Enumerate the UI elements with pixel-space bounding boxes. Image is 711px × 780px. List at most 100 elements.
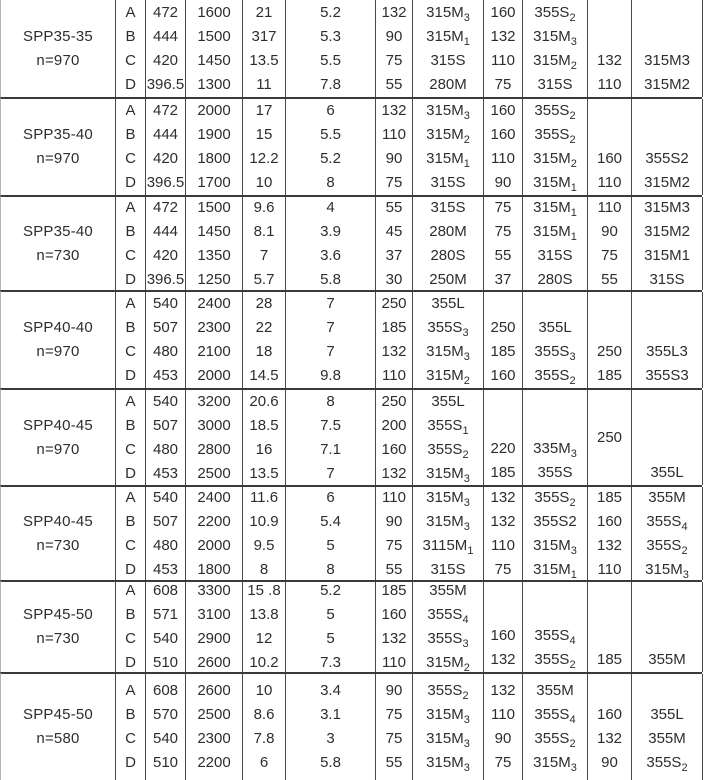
- spec-value: 8: [259, 560, 269, 578]
- motor-column-cell: 315M3 315M1 315S 280M: [413, 0, 484, 97]
- motor-designation: 280S: [537, 270, 573, 288]
- motor-designation: 315S: [430, 198, 466, 216]
- motor-designation: 280M: [429, 222, 467, 240]
- motor-designation: 355S2: [534, 102, 576, 122]
- motor-designation: 355S: [537, 464, 573, 481]
- spec-value: 28: [255, 295, 273, 312]
- motor-designation: 315S: [649, 270, 685, 288]
- model-group: SPP40-45 n=730 A B C D 540 507 480 453 2400 2200 200…: [0, 485, 703, 581]
- variant-letter: D: [125, 464, 136, 482]
- model-speed: n=580: [36, 730, 80, 747]
- spec-value: 185: [596, 367, 623, 384]
- spec-value: 472: [152, 102, 179, 119]
- spec-value: 110: [382, 488, 406, 506]
- motor-column-cell: 355L 355S3 315M3 315M2: [413, 292, 484, 388]
- motor-designation: 315M3: [533, 27, 577, 48]
- spec-value: 11.6: [249, 488, 279, 506]
- spec-value: 2300: [197, 730, 231, 747]
- spec-value: 5.2: [320, 3, 341, 21]
- spec-value: 110: [382, 654, 406, 671]
- value-column-cell: 250 185 160: [484, 292, 523, 388]
- spec-value: 540: [152, 630, 179, 647]
- motor-designation: 355M: [648, 730, 686, 747]
- spec-value: 132: [490, 651, 516, 668]
- value-column-cell: 6 5.4 5 8: [286, 487, 376, 580]
- spec-value: 18.5: [249, 416, 279, 434]
- spec-value: 1900: [197, 126, 231, 143]
- motor-designation: 355S4: [534, 706, 576, 726]
- model-speed: n=970: [36, 51, 80, 69]
- model-cell: SPP35-40 n=970: [1, 99, 116, 195]
- spec-value: 185: [596, 488, 623, 506]
- motor-designation: 355L3: [646, 343, 688, 360]
- spec-value: 250: [381, 295, 407, 312]
- spec-value: 15 .8: [247, 582, 281, 599]
- spec-value: 75: [494, 75, 512, 93]
- spec-value: 90: [385, 27, 403, 45]
- motor-designation: 355S1: [427, 416, 469, 437]
- spec-value: 3.1: [320, 706, 341, 723]
- spec-value: 3: [326, 730, 335, 747]
- spec-value: 608: [152, 682, 179, 699]
- value-column-cell: 250 185 132 110: [376, 292, 413, 388]
- motor-designation: 315M1: [533, 560, 577, 581]
- spec-value: 22: [255, 319, 273, 336]
- spec-value: 55: [385, 75, 403, 93]
- spec-value: 5.7: [253, 270, 275, 288]
- value-column-cell: 110 90 75 55: [588, 197, 632, 290]
- spec-value: 7: [326, 319, 335, 336]
- motor-designation: 355S2: [534, 730, 576, 750]
- spec-value: 132: [381, 630, 407, 647]
- spec-value: 75: [494, 222, 512, 240]
- motor-designation: 355S2: [534, 3, 576, 24]
- value-column-cell: 20.6 18.5 16 13.5: [243, 390, 286, 485]
- spec-value: 10: [255, 682, 273, 699]
- spec-value: 132: [596, 730, 623, 747]
- spec-value: 160: [596, 150, 623, 167]
- value-column-cell: 220 185: [484, 390, 523, 485]
- spec-value: 75: [494, 754, 512, 771]
- spec-value: 5.5: [320, 51, 341, 69]
- model-cell: SPP35-40 n=730: [1, 197, 116, 290]
- spec-value: 5.8: [320, 754, 341, 771]
- value-column-cell: 11.6 10.9 9.5 8: [243, 487, 286, 580]
- spec-value: 472: [152, 3, 179, 21]
- motor-designation: 355S2: [533, 512, 577, 530]
- value-column-cell: 5.2 5 5 7.3: [286, 582, 376, 672]
- motor-designation: 315M3: [426, 464, 470, 485]
- value-column-cell: 1500 1450 1350 1250: [186, 197, 243, 290]
- motor-column-cell: 355S2 315M3 315M3 315M3: [413, 674, 484, 780]
- spec-value: 510: [152, 754, 179, 771]
- model-name: SPP45-50: [23, 606, 93, 623]
- model-group: SPP35-40 n=970 A B C D 472 444 420 396.5 2000 1900 1…: [0, 97, 703, 195]
- spec-value: 45: [385, 222, 403, 240]
- spec-value: 5.5: [320, 126, 341, 143]
- spec-value: 444: [152, 27, 179, 45]
- spec-value: 185: [490, 464, 516, 481]
- spec-value: 200: [381, 416, 407, 434]
- spec-value: 185: [381, 582, 407, 599]
- spec-value: 9.6: [253, 198, 275, 216]
- value-column-cell: 15 .8 13.8 12 10.2: [243, 582, 286, 672]
- motor-designation: 280S: [430, 246, 466, 264]
- value-column-cell: 2000 1900 1800 1700: [186, 99, 243, 195]
- value-column-cell: 9.6 8.1 7 5.7: [243, 197, 286, 290]
- spec-value: 132: [381, 464, 407, 482]
- value-column-cell: 185 160 132 110: [376, 582, 413, 672]
- spec-value: 480: [152, 440, 179, 458]
- spec-value: 13.8: [249, 606, 279, 623]
- spec-value: 8: [326, 174, 335, 191]
- value-column-cell: 185 160 132 110: [588, 487, 632, 580]
- model-group: SPP45-50 n=730 A B C D 608 571 540 510 3300 3100 290…: [0, 580, 703, 672]
- spec-value: 3300: [197, 582, 231, 599]
- model-speed: n=730: [36, 536, 80, 554]
- spec-value: 37: [385, 246, 403, 264]
- motor-designation: 355S2: [427, 682, 469, 702]
- motor-designation: 315M1: [533, 174, 577, 194]
- spec-value: 2600: [197, 654, 231, 671]
- spec-value: 7.3: [320, 654, 341, 671]
- spec-value: 453: [152, 464, 179, 482]
